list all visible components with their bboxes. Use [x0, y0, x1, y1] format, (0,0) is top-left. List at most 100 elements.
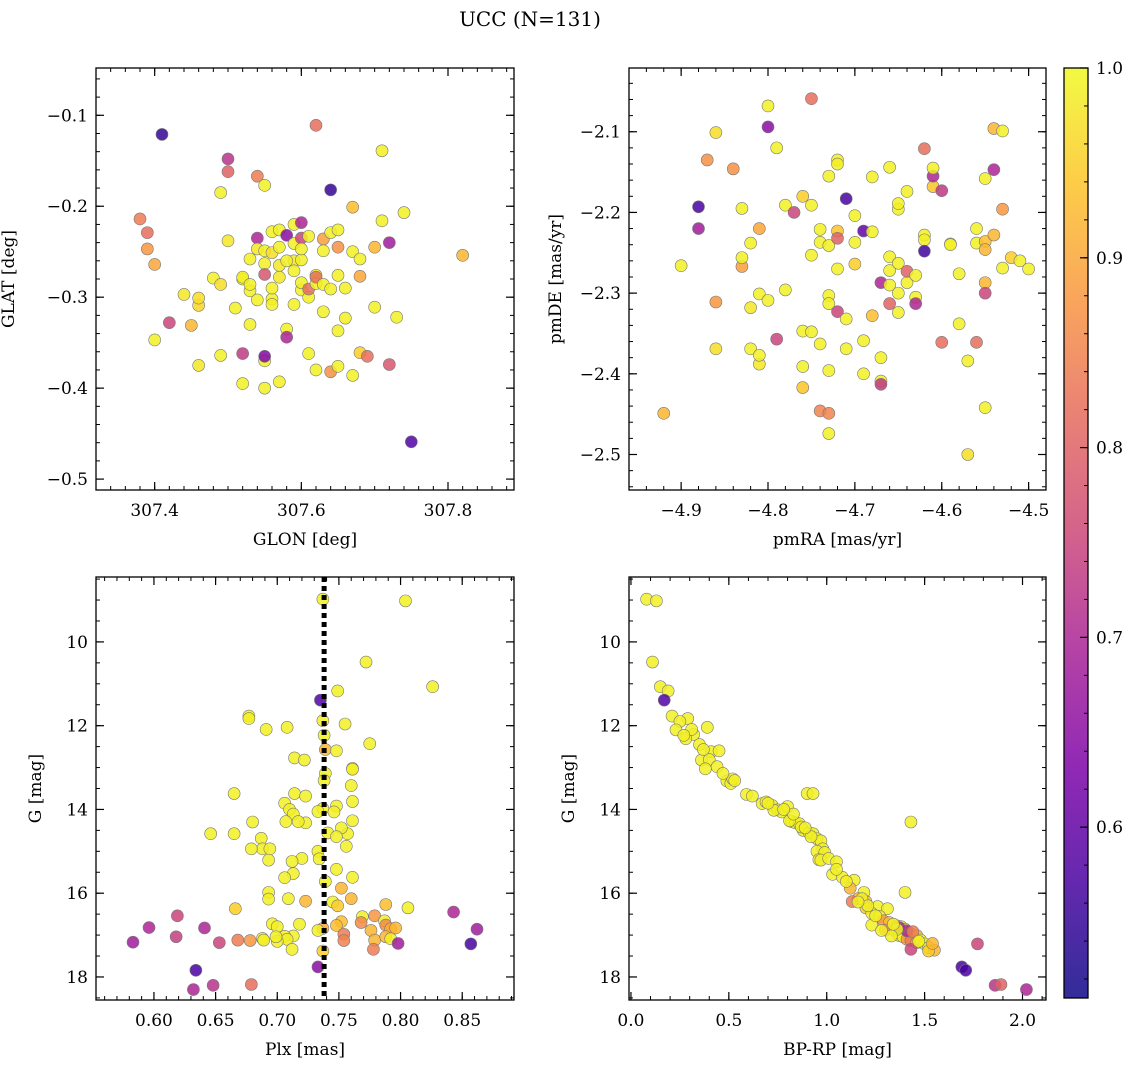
plot-frame [95, 576, 515, 1001]
scatter-point [697, 743, 710, 756]
scatter-point [822, 407, 836, 420]
scatter-point [280, 229, 293, 242]
scatter-point [346, 795, 359, 808]
panel-plx-g: 0.60 0.65 0.70 0.75 0.80 0.85 10 12 14 16 18 Plx [m… [26, 576, 515, 1060]
scatter-point [831, 231, 844, 245]
scatter-point [881, 902, 894, 915]
scatter-point [331, 223, 345, 237]
panel-bprp-g: 0.0 0.5 1.0 1.5 2.0 10 12 14 16 18 BP-RP [mag] G [m… [559, 576, 1047, 1060]
scatter-point [470, 922, 484, 936]
scatter-point [346, 369, 359, 382]
scatter-point [405, 435, 418, 449]
scatter-point [169, 930, 183, 944]
scatter-point [848, 209, 862, 222]
scatter-point [361, 350, 374, 363]
x-tick-label: 0.75 [320, 1011, 358, 1031]
scatter-point [892, 197, 905, 210]
scatter-point [874, 351, 888, 364]
scatter-point [245, 978, 258, 991]
scatter-point [302, 229, 315, 243]
y-tick-label: 12 [599, 717, 621, 737]
scatter-point [204, 827, 217, 841]
scatter-point [262, 853, 275, 867]
x-tick-label: 2.0 [1009, 1011, 1036, 1031]
scatter-point [214, 349, 227, 362]
colorbar-frame [1063, 67, 1089, 999]
scatter-point [822, 427, 836, 440]
scatter-point [141, 226, 154, 239]
scatter-point [805, 92, 818, 105]
scatter-point [273, 270, 286, 284]
scatter-point [804, 830, 818, 843]
scatter-point [892, 306, 905, 319]
scatter-point [254, 832, 268, 845]
scatter-point [904, 815, 918, 829]
x-tick-label: 0.65 [197, 1011, 235, 1031]
scatter-point [918, 233, 931, 247]
scatter-point [822, 297, 836, 310]
scatter-point [263, 842, 277, 856]
scatter-point [346, 762, 359, 776]
scatter-point [251, 293, 264, 307]
scatter-point [185, 319, 198, 332]
scatter-point [243, 318, 257, 331]
scatter-point [813, 337, 827, 351]
scatter-point [744, 301, 757, 314]
scatter-point [330, 830, 343, 843]
scatter-point [761, 120, 775, 134]
colorbar-tick-label: 0.8 [1096, 439, 1123, 459]
scatter-point [822, 239, 836, 252]
scatter-point [851, 895, 865, 909]
scatter-point [231, 933, 245, 947]
scatter-point [397, 206, 411, 219]
scatter-point [726, 162, 740, 176]
scatter-point [813, 223, 827, 236]
scatter-point [295, 253, 308, 267]
scatter-point [379, 898, 393, 911]
y-tick-label: −2.3 [580, 284, 621, 304]
scatter-point [699, 762, 712, 776]
scatter-point [744, 236, 757, 250]
scatter-point [375, 144, 389, 158]
x-tick-label: −4.5 [1008, 501, 1049, 521]
y-axis-label: GLAT [deg] [0, 230, 19, 328]
scatter-point [735, 251, 749, 264]
scatter-point [344, 892, 358, 905]
scatter-point [796, 360, 810, 373]
scatter-point [126, 935, 140, 949]
y-tick-label: 16 [599, 884, 621, 904]
scatter-point [309, 363, 323, 377]
scatter-point [692, 222, 705, 235]
scatter-point [883, 297, 896, 310]
scatter-point [912, 935, 926, 948]
panel-pmra-pmde: −4.9 −4.8 −4.7 −4.6 −4.5 −2.1 −2.2 −2.3 −2.4 −2.5… [546, 67, 1049, 550]
scatter-point [354, 916, 368, 929]
scatter-point [1022, 262, 1035, 276]
x-tick-label: 1.5 [911, 1011, 938, 1031]
scatter-point [198, 921, 211, 935]
scatter-point [1013, 254, 1027, 268]
scatter-point [716, 767, 730, 780]
scatter-point [258, 381, 271, 395]
colorbar-ticks: 0.6 0.7 0.8 0.9 1.0 [1080, 59, 1123, 980]
scatter-point [346, 200, 359, 214]
scatter-point [383, 236, 396, 249]
scatter-point [148, 333, 161, 347]
scatter-point [133, 212, 147, 226]
scatter-point [777, 803, 790, 816]
scatter-point [242, 712, 256, 725]
scatter-point [753, 348, 766, 362]
scatter-point [295, 216, 308, 229]
scatter-point [657, 407, 671, 420]
x-tick-label: 1.0 [813, 1011, 840, 1031]
scatter-point [961, 354, 975, 368]
plot-area [629, 577, 1046, 1000]
scatter-point [399, 594, 412, 608]
scatter-point [886, 917, 900, 931]
scatter-point [390, 310, 403, 324]
scatter-point [229, 902, 242, 915]
scatter-point [353, 252, 367, 266]
scatter-point [464, 937, 478, 951]
scatter-point [221, 234, 235, 248]
